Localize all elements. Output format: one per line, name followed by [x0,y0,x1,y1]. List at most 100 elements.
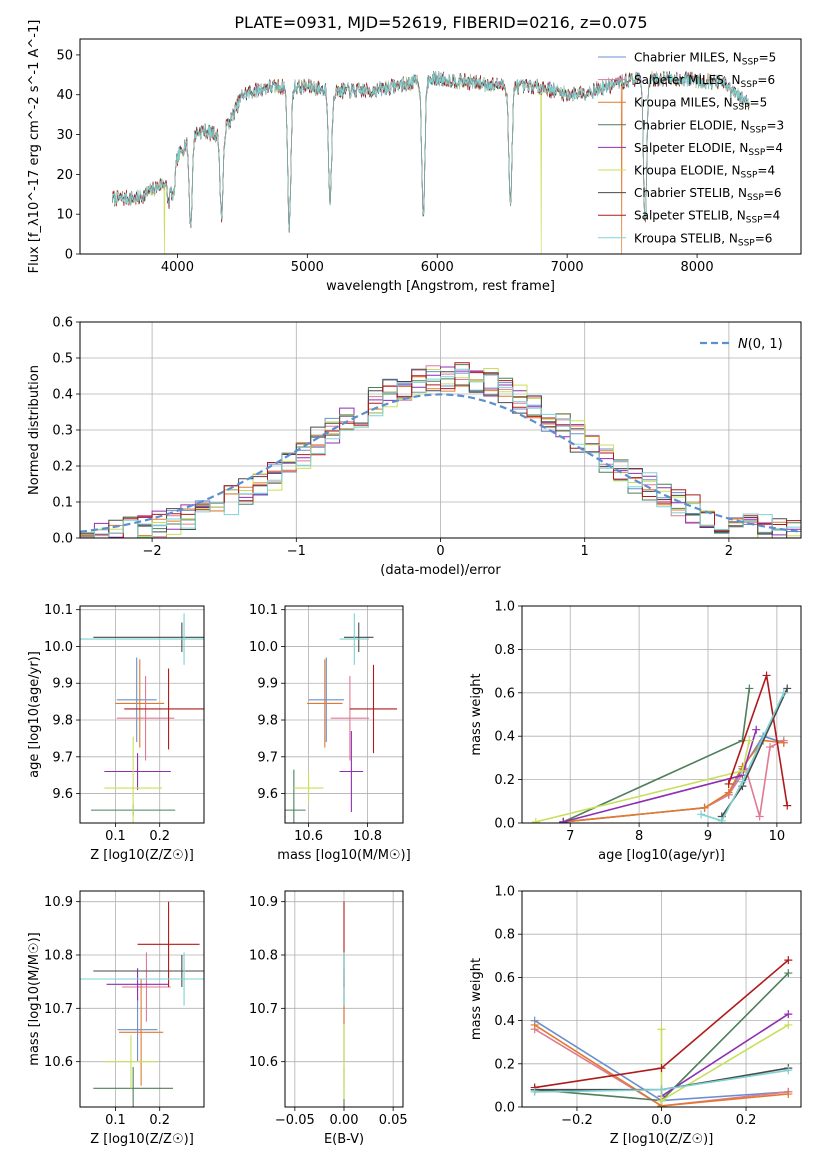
weight-marker-kroupa-elodie [531,817,540,823]
x-tick-label: −0.2 [561,1113,593,1128]
y-tick-label: 10.9 [44,895,73,910]
y-tick-label: 10.1 [44,603,73,618]
weight-marker-salpeter-miles [755,812,764,821]
x-tick-label: −1 [287,544,306,559]
y-tick-label: 50 [56,48,73,63]
x-tick-label: 0.2 [736,1113,757,1128]
weight-marker-salpeter-stelib [762,671,771,680]
weight-marker-kroupa-stelib [738,777,747,786]
panel-weight-vs-age: 7 8 9 10 0.0 0.2 0.4 0.6 0.8 1.0 age [log10(age/yr… [469,600,802,863]
y-tick-label: 0.6 [52,316,73,331]
y-tick-label: 0.2 [494,773,515,788]
y-tick-label: 0.0 [494,1101,515,1116]
y-tick-label: 0.0 [494,817,515,832]
x-tick-label: 5000 [291,260,324,275]
legend-label-chabrier-elodie: Chabrier ELODIE, NSSP=3 [634,118,784,135]
panel-weight-vs-Z: −0.2 0.0 0.2 0.0 0.2 0.4 0.6 0.8 1.0 Z [log10(Z/Z… [469,885,802,1147]
panel-spectrum: 4000 5000 6000 7000 8000 0 10 20 30 40 50 wavelengt… [27,20,802,294]
plot-area-mass-vs-Z [80,901,204,1107]
legend-label-salpeter-elodie: Salpeter ELODIE, NSSP=4 [634,141,783,158]
x-tick-label: 0.00 [330,1113,359,1128]
panel-age-vs-Z: 0.1 0.2 9.6 9.7 9.8 9.9 10.0 10.1 Z [log10(Z/Z☉)… [27,603,205,863]
x-tick-label: 0.1 [105,1113,126,1128]
y-tick-label: 10.1 [249,603,278,618]
x-axis-label: E(B-V) [324,1132,364,1147]
x-tick-label: 1 [581,544,589,559]
x-tick-label: 10 [769,829,786,844]
axes-frame [79,605,205,824]
y-tick-label: 9.6 [52,787,73,802]
weight-marker-kroupa-elodie [657,1096,666,1105]
y-axis-label: mass [log10(M/M☉)] [27,932,42,1065]
y-tick-label: 0.4 [494,730,515,745]
legend-label-kroupa-miles: Kroupa MILES, NSSP=5 [634,96,767,113]
weight-line-salpeter-miles [563,739,785,823]
y-tick-label: 10.8 [249,949,278,964]
weight-marker-salpeter-miles [766,743,774,752]
panel-age-vs-mass: 10.6 10.8 9.6 9.7 9.8 9.9 10.0 10.1 mass [log10(… [249,603,411,863]
weight-marker-salpeter-elodie [752,725,761,734]
x-tick-label: 6000 [421,260,454,275]
x-axis-label: (data-model)/error [380,563,501,578]
x-tick-label: −2 [143,544,162,559]
axes-frame [79,38,802,255]
weight-marker-kroupa-stelib [530,1087,539,1096]
y-tick-label: 10.0 [44,640,73,655]
histogram-salpeter-stelib [80,362,801,538]
plot-area-spectrum [112,70,750,254]
plot-area-weight-vs-Z [530,956,793,1107]
x-tick-label: 0.1 [105,829,126,844]
y-tick-label: 10.6 [44,1055,73,1070]
weight-marker-chabrier-elodie [784,969,793,978]
legend: Chabrier MILES, NSSP=5 Salpeter MILES, NS… [598,51,784,248]
figure-title: PLATE=0931, MJD=52619, FIBERID=0216, z=0… [234,13,647,32]
y-tick-label: 9.8 [257,714,278,729]
weight-marker-kroupa-miles [700,803,709,812]
plot-area-weight-vs-age [531,671,792,823]
weight-marker-salpeter-stelib [784,956,793,965]
x-tick-label: 4000 [161,260,194,275]
weight-marker-kroupa-miles [784,1090,793,1099]
x-tick-label: 0.05 [379,1113,408,1128]
y-tick-label: 9.8 [52,714,73,729]
x-tick-label: 7000 [551,260,584,275]
weight-marker-chabrier-stelib [783,684,792,693]
axes-frame [521,605,802,824]
weight-marker-kroupa-stelib [657,1085,666,1094]
y-tick-label: 9.6 [257,787,278,802]
axes-frame [79,890,205,1108]
weight-line-salpeter-elodie [661,1013,789,1097]
y-tick-label: 0.4 [52,388,73,403]
weight-line-kroupa-miles [563,739,784,823]
y-tick-label: 9.9 [257,677,278,692]
x-axis-label: Z [log10(Z/Z☉)] [610,1132,714,1147]
x-axis-label: wavelength [Angstrom, rest frame] [326,279,555,294]
x-tick-label: −0.05 [275,1113,315,1128]
x-axis-label: age [log10(age/yr)] [598,848,725,863]
y-tick-label: 40 [56,88,73,103]
y-tick-label: 10.7 [44,1002,73,1017]
x-tick-label: 8000 [681,260,714,275]
weight-marker-kroupa-elodie [784,1020,793,1029]
legend-label-chabrier-miles: Chabrier MILES, NSSP=5 [634,51,776,68]
legend-label-kroupa-elodie: Kroupa ELODIE, NSSP=4 [634,164,775,181]
y-axis-label: Flux [f_λ10^-17 erg cm^-2 s^-1 A^-1] [27,20,42,274]
weight-marker-kroupa-stelib [697,810,706,819]
weight-marker-salpeter-stelib [724,779,733,788]
y-tick-label: 1.0 [494,885,515,900]
weight-line-kroupa-stelib [700,692,785,822]
panel-mass-vs-EBV: −0.05 0.00 0.05 10.6 10.7 10.8 10.9 E(B-V) [249,890,408,1147]
y-tick-label: 9.9 [52,677,73,692]
x-tick-label: 10.8 [353,829,382,844]
x-tick-label: 7 [566,829,574,844]
x-tick-label: 8 [635,829,643,844]
x-axis-label: Z [log10(Z/Z☉)] [90,848,194,863]
weight-marker-chabrier-elodie [745,684,754,693]
y-tick-label: 9.7 [52,750,73,765]
x-tick-label: 10.6 [294,829,323,844]
y-tick-label: 0.8 [494,643,515,658]
weight-marker-kroupa-stelib [779,688,788,697]
x-tick-label: 0.0 [651,1113,672,1128]
y-tick-label: 10.6 [249,1055,278,1070]
